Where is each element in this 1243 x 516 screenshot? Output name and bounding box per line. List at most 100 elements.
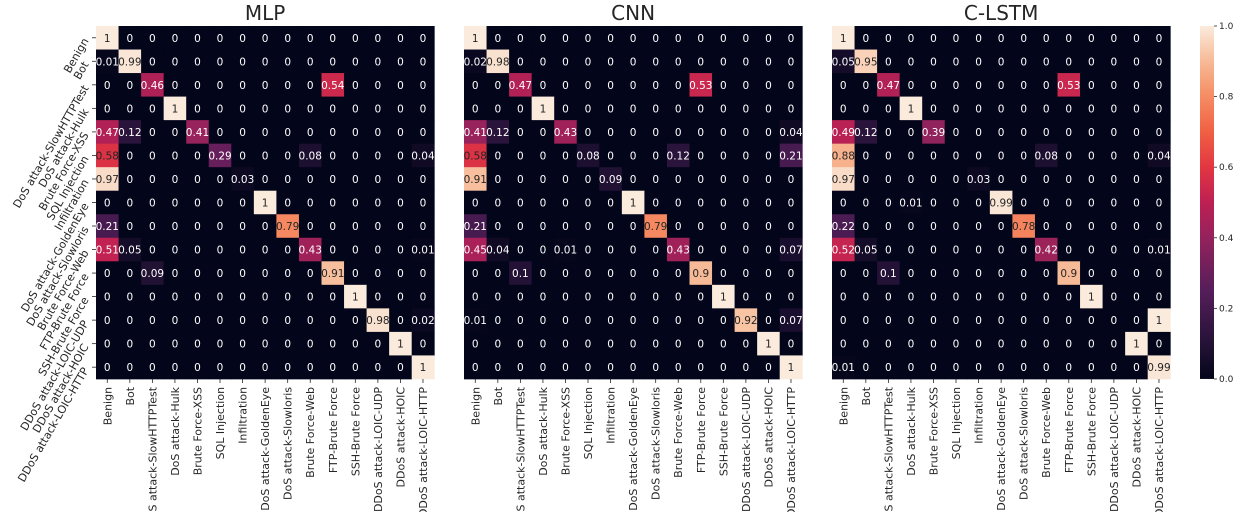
cell-value-label: 0: [840, 315, 847, 327]
x-tick-label: Bot: [492, 386, 505, 405]
cell-value-label: 0: [652, 315, 659, 327]
cell-value-label: 0: [1156, 56, 1163, 68]
heatmap-cell: [832, 237, 855, 262]
cell-value-label: 0: [765, 268, 772, 280]
heatmap-cell: [576, 331, 600, 356]
heatmap-cell: [599, 167, 623, 192]
heatmap-cell: [321, 214, 345, 239]
cell-value-label: 0.22: [832, 221, 855, 233]
heatmap-cell: [1125, 284, 1149, 309]
cell-value-label: 0: [1088, 339, 1095, 351]
cell-value-label: 0: [494, 150, 501, 162]
heatmap-cell: [118, 73, 142, 97]
heatmap-cell: [712, 284, 735, 309]
cell-value-label: 0.47: [877, 80, 900, 92]
cell-value-label: 0: [104, 197, 111, 209]
heatmap-cell: [141, 96, 165, 121]
cell-value-label: 0: [375, 197, 382, 209]
heatmap-cell: [666, 214, 690, 239]
cell-value-label: 0.08: [299, 150, 322, 162]
cell-value-label: 0: [307, 362, 314, 374]
cell-value-label: 0: [585, 33, 592, 45]
heatmap-cell: [531, 143, 555, 168]
cell-value-label: 0.95: [854, 56, 877, 68]
cell-value-label: 0: [1020, 103, 1027, 115]
heatmap-cell: [944, 308, 968, 333]
heatmap-cell: [599, 73, 623, 97]
cell-value-label: 0: [172, 339, 179, 351]
cell-value-label: 0: [862, 150, 869, 162]
heatmap-cell: [464, 237, 487, 262]
cell-value-label: 0: [352, 174, 359, 186]
heatmap-cell: [531, 214, 555, 239]
x-tick-label: Bot: [124, 386, 137, 405]
heatmap-cell: [141, 26, 165, 50]
cell-value-label: 0: [697, 339, 704, 351]
heatmap-cell: [298, 237, 322, 262]
heatmap-cell: [486, 96, 510, 121]
heatmap-cell: [96, 237, 119, 262]
cell-value-label: 0: [194, 150, 201, 162]
cell-value-label: 0: [885, 174, 892, 186]
cell-value-label: 0: [562, 150, 569, 162]
heatmap-cell: [389, 96, 413, 121]
cell-value-label: 0: [1065, 127, 1072, 139]
cell-value-label: 0: [104, 103, 111, 115]
cell-value-label: 0: [397, 197, 404, 209]
heatmap-cell: [253, 190, 277, 215]
heatmap-cell: [712, 143, 735, 168]
heatmap-cell: [531, 190, 555, 215]
heatmap-cell: [1080, 143, 1103, 168]
cell-value-label: 0: [953, 127, 960, 139]
cell-value-label: 0: [953, 150, 960, 162]
heatmap-cell: [389, 261, 413, 286]
cell-value-label: 0: [975, 362, 982, 374]
cell-value-label: 0: [1043, 80, 1050, 92]
cell-value-label: 0: [743, 56, 750, 68]
heatmap-cell: [411, 26, 435, 50]
cell-value-label: 0: [652, 245, 659, 257]
cell-value-label: 0: [720, 221, 727, 233]
cell-value-label: 0: [172, 197, 179, 209]
heatmap-cell: [411, 190, 435, 215]
heatmap-cell: [689, 308, 713, 333]
cell-value-label: 0: [307, 174, 314, 186]
heatmap-cell: [1147, 49, 1171, 74]
cell-value-label: 0: [472, 103, 479, 115]
heatmap-cell: [989, 284, 1013, 309]
heatmap-cell: [411, 120, 435, 145]
heatmap-cell: [509, 284, 533, 309]
heatmap-cell: [554, 284, 578, 309]
heatmap-cell: [509, 143, 533, 168]
heatmap-cell: [208, 308, 232, 333]
cell-value-label: 0: [397, 292, 404, 304]
heatmap-cell: [779, 214, 803, 239]
heatmap-cell: [644, 143, 668, 168]
cell-value-label: 0: [652, 80, 659, 92]
heatmap-cell: [899, 308, 923, 333]
cell-value-label: 0: [743, 292, 750, 304]
cell-value-label: 0.02: [464, 56, 487, 68]
heatmap-cell: [599, 26, 623, 50]
heatmap-cell: [366, 237, 390, 262]
cell-value-label: 0: [562, 56, 569, 68]
cell-value-label: 0: [397, 245, 404, 257]
cell-value-label: 0: [862, 221, 869, 233]
cell-value-label: 0: [329, 339, 336, 351]
heatmap-cell: [832, 355, 855, 380]
cell-value-label: 0.47: [96, 127, 119, 139]
heatmap-cell: [599, 143, 623, 168]
cell-value-label: 0: [1065, 221, 1072, 233]
cell-value-label: 0: [908, 80, 915, 92]
heatmap-cell: [621, 96, 645, 121]
heatmap-cell: [186, 26, 210, 50]
cell-value-label: 0: [720, 362, 727, 374]
heatmap-cell: [231, 308, 255, 333]
cell-value-label: 0: [998, 268, 1005, 280]
heatmap-cell: [599, 331, 623, 356]
x-tick-label: Bot: [860, 386, 873, 405]
heatmap-cell: [163, 73, 187, 97]
heatmap-cell: [208, 284, 232, 309]
heatmap-cell: [276, 96, 300, 121]
heatmap-cell: [922, 120, 946, 145]
